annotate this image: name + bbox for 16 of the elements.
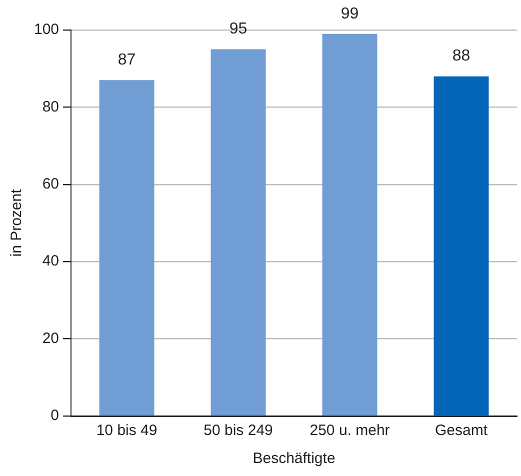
data-label: 88 bbox=[452, 48, 470, 65]
data-label: 99 bbox=[340, 5, 359, 22]
y-axis-title: in Prozent bbox=[8, 188, 26, 257]
x-axis-title: Beschäftigte bbox=[252, 450, 336, 468]
x-tick-label: Gesamt bbox=[434, 422, 488, 440]
y-tick-label: 0 bbox=[50, 407, 60, 424]
y-tick-label: 20 bbox=[42, 330, 60, 347]
x-tick-label: 250 u. mehr bbox=[310, 422, 390, 440]
y-tick-label: 40 bbox=[42, 252, 60, 270]
y-tick-label: 100 bbox=[34, 21, 60, 38]
x-tick-label: 50 bis 249 bbox=[204, 422, 273, 440]
x-tick-label: 10 bis 49 bbox=[96, 422, 158, 440]
data-label: 87 bbox=[118, 52, 136, 69]
data-label: 95 bbox=[229, 20, 248, 38]
y-tick-label: 60 bbox=[42, 176, 60, 193]
y-tick-label: 80 bbox=[42, 98, 60, 116]
